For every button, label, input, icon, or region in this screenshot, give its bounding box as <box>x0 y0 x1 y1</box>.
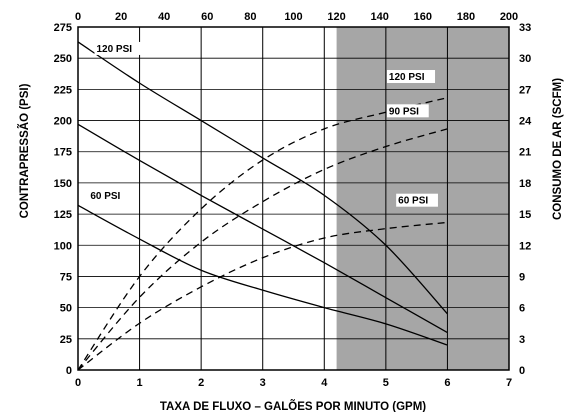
x2-tick-label: 20 <box>115 11 127 23</box>
series-group <box>77 41 448 371</box>
y2-tick-label: 21 <box>519 147 531 159</box>
y-tick-label: 25 <box>60 334 72 346</box>
back-pressure-line-2 <box>77 204 448 346</box>
x2-tick-label: 100 <box>284 11 302 23</box>
series-label: 120 PSI <box>389 72 425 83</box>
y-tick-label: 50 <box>60 303 72 315</box>
air-consumption-line-3 <box>77 97 448 371</box>
y-tick-label: 275 <box>54 22 72 34</box>
x2-tick-label: 140 <box>371 11 389 23</box>
y-tick-label: 0 <box>66 365 72 377</box>
y-tick-label: 75 <box>60 271 72 283</box>
x2-tick-label: 40 <box>158 11 170 23</box>
x2-tick-label: 120 <box>327 11 345 23</box>
air-consumption-line-4 <box>77 128 448 371</box>
y2-tick-label: 27 <box>519 84 531 96</box>
x-tick-label: 0 <box>75 377 81 389</box>
x-axis-title: TAXA DE FLUXO – GALÕES POR MINUTO (GPM) <box>160 400 426 412</box>
plot-frame <box>77 26 510 371</box>
series-label-bg <box>88 189 131 203</box>
y-tick-label: 200 <box>54 116 72 128</box>
x2-tick-label: 60 <box>201 11 213 23</box>
x-tick-label: 4 <box>321 377 328 389</box>
x-tick-label: 5 <box>383 377 389 389</box>
y2-tick-label: 6 <box>519 303 525 315</box>
y-tick-label: 100 <box>54 240 72 252</box>
y-tick-label: 175 <box>54 147 72 159</box>
series-label: 90 PSI <box>389 106 419 117</box>
back-pressure-line-0 <box>77 41 448 315</box>
x2-tick-label: 0 <box>75 11 81 23</box>
x2-tick-label: 160 <box>414 11 432 23</box>
y2-tick-label: 15 <box>519 209 531 221</box>
series-label-bg <box>94 41 143 55</box>
y2-tick-label: 24 <box>519 116 532 128</box>
y2-tick-label: 33 <box>519 22 531 34</box>
air-consumption-line-5 <box>77 221 448 371</box>
series-label: 120 PSI <box>96 44 132 55</box>
y2-tick-label: 12 <box>519 240 531 252</box>
y-axis-title: CONTRAPRESSÃO (PSI) <box>18 83 31 218</box>
y2-tick-label: 18 <box>519 178 531 190</box>
series-label: 60 PSI <box>90 191 120 202</box>
series-label: 60 PSI <box>398 196 428 207</box>
y-tick-label: 225 <box>54 84 72 96</box>
y-tick-label: 150 <box>54 178 72 190</box>
y2-tick-label: 9 <box>519 271 525 283</box>
y2-axis-title: CONSUMO DE AR (SCFM) <box>552 78 564 220</box>
series-label-bg <box>386 70 436 84</box>
y-tick-label: 125 <box>54 209 72 221</box>
x-tick-label: 1 <box>137 377 143 389</box>
x-tick-label: 7 <box>506 377 512 389</box>
y-tick-label: 250 <box>54 53 72 65</box>
labels: 120 PSI 60 PSI 120 PSI 90 PSI 60 PSI <box>88 41 438 207</box>
back-pressure-line-1 <box>77 123 448 334</box>
series-label-bg <box>386 104 429 118</box>
y2-tick-label: 30 <box>519 53 531 65</box>
series-label-bg <box>396 193 438 207</box>
x-tick-label: 6 <box>444 377 450 389</box>
x-tick-label: 3 <box>260 377 266 389</box>
ticks: 0 1 2 3 4 5 6 70 20 40 60 80 100 120 140 160 180 20002550… <box>54 11 532 389</box>
y2-tick-label: 3 <box>519 334 525 346</box>
x2-tick-label: 180 <box>457 11 475 23</box>
x2-tick-label: 200 <box>500 11 518 23</box>
y2-tick-label: 0 <box>519 365 525 377</box>
x2-tick-label: 80 <box>244 11 256 23</box>
x-tick-label: 2 <box>198 377 204 389</box>
